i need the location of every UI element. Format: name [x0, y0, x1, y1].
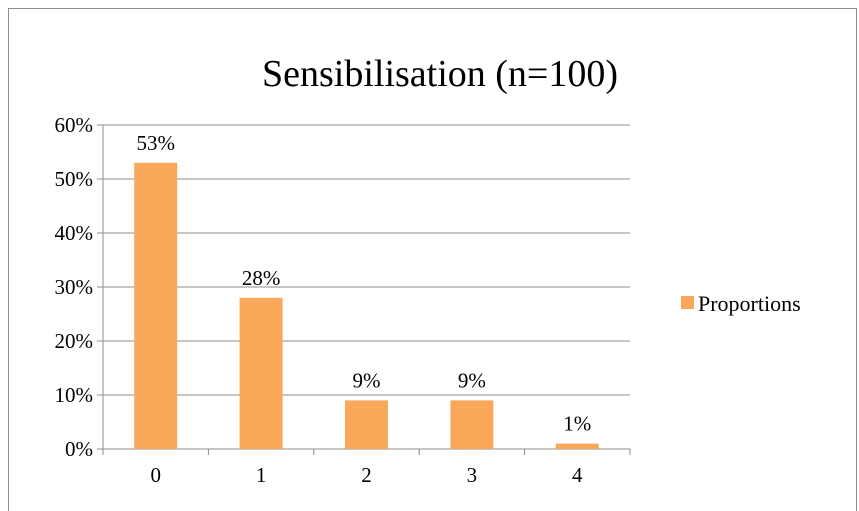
- data-label: 9%: [458, 368, 486, 392]
- legend-label: Proportions: [698, 291, 801, 316]
- y-tick-label: 0%: [65, 437, 93, 461]
- data-label: 53%: [136, 131, 175, 155]
- x-tick-label: 0: [150, 463, 161, 487]
- bars: [134, 163, 599, 449]
- x-tick-label: 4: [572, 463, 583, 487]
- bar: [345, 400, 388, 449]
- bar: [556, 444, 599, 449]
- y-tick-label: 50%: [55, 167, 94, 191]
- data-label: 9%: [353, 368, 381, 392]
- y-axis: 0% 10% 20% 30% 40% 50% 60%: [55, 113, 104, 461]
- y-tick-label: 20%: [55, 329, 94, 353]
- bar: [450, 400, 493, 449]
- data-label: 28%: [242, 266, 281, 290]
- y-tick-label: 10%: [55, 383, 94, 407]
- y-tick-label: 40%: [55, 221, 94, 245]
- x-tick-label: 1: [256, 463, 267, 487]
- grid-lines: [103, 125, 630, 395]
- chart-title: Sensibilisation (n=100): [262, 53, 618, 95]
- x-tick-label: 2: [361, 463, 372, 487]
- x-tick-label: 3: [467, 463, 478, 487]
- legend-swatch: [681, 296, 694, 309]
- bar: [134, 163, 177, 449]
- bar: [240, 298, 283, 449]
- x-axis: 0 1 2 3 4: [103, 449, 630, 487]
- data-labels: 53% 28% 9% 9% 1%: [136, 131, 591, 436]
- y-tick-label: 30%: [55, 275, 94, 299]
- y-tick-label: 60%: [55, 113, 94, 137]
- legend: Proportions: [681, 291, 801, 316]
- data-label: 1%: [563, 412, 591, 436]
